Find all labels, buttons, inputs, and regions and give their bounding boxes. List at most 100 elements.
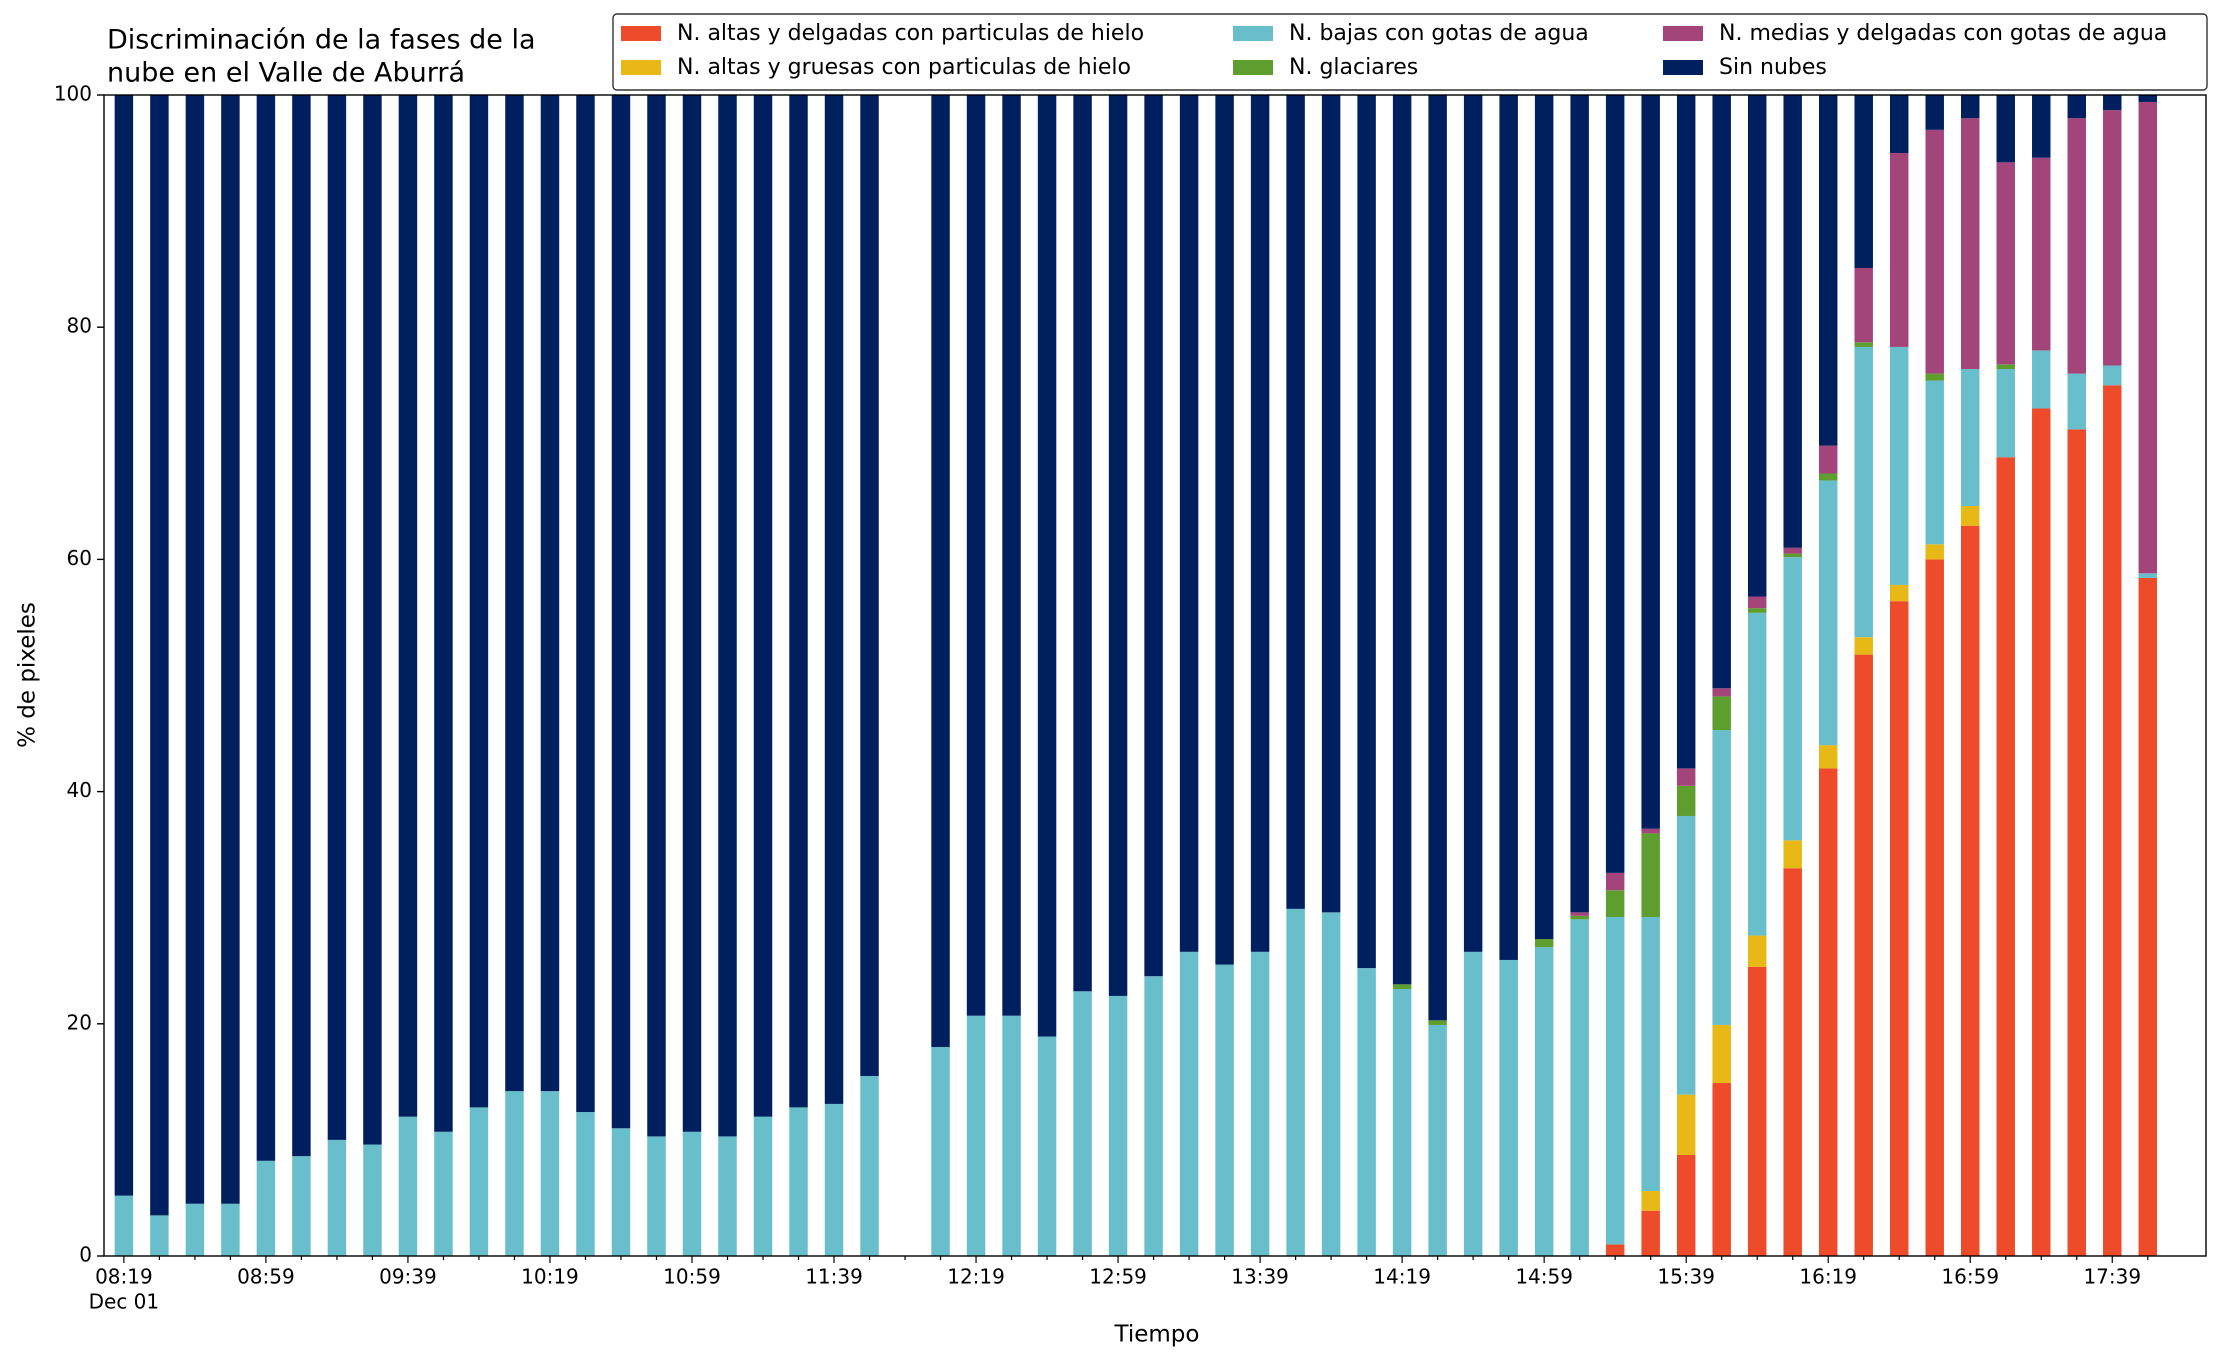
bar-segment (150, 1215, 169, 1256)
bar-segment (2138, 95, 2158, 102)
legend-label: N. glaciares (1289, 55, 1418, 80)
bar-segment (1747, 95, 1767, 597)
bar-segment (1357, 968, 1376, 1256)
bar-segment (1996, 162, 2015, 365)
bar-segment (1818, 768, 1838, 1256)
bar-segment (1605, 916, 1625, 1245)
bar-segment (2138, 577, 2158, 1256)
bar-segment (1641, 916, 1660, 1191)
bar-segment (1961, 118, 1980, 369)
bar-segment (398, 1116, 418, 1256)
bar-segment (1641, 1190, 1660, 1211)
bar-segment (1854, 95, 1873, 268)
bar-segment (540, 95, 560, 1092)
bar-segment (1783, 557, 1802, 841)
bar-segment (1605, 890, 1625, 917)
bar-segment (753, 95, 773, 1117)
x-tick-label: 13:39 (1231, 1265, 1289, 1289)
bar-segment (1499, 95, 1518, 960)
bar-segment (611, 1128, 631, 1256)
bar-segment (1357, 95, 1376, 969)
bar-segment (1250, 95, 1270, 952)
x-tick-label: 17:39 (2083, 1265, 2141, 1289)
bar-segment (1783, 553, 1802, 558)
bar-segment (1463, 95, 1483, 952)
bar-segment (966, 1015, 986, 1256)
bar-segment (1037, 1036, 1057, 1256)
bar-segment (1925, 559, 1944, 1256)
bar-segment (2032, 95, 2051, 158)
y-tick-label: 0 (79, 1243, 92, 1267)
bar-segment (1321, 912, 1341, 1256)
y-tick-label: 20 (67, 1010, 92, 1034)
bar-segment (1996, 457, 2015, 1256)
bar-segment (1854, 654, 1873, 1256)
x-tick-label: 08:59 (237, 1265, 295, 1289)
bar-segment (469, 1107, 489, 1256)
x-tick-label: 15:39 (1657, 1265, 1715, 1289)
bar-segment (1144, 976, 1163, 1256)
bar-segment (1712, 696, 1731, 731)
bar-segment (1854, 342, 1873, 347)
bar-segment (1002, 1015, 1021, 1256)
bar-segment (1534, 95, 1554, 940)
chart-title: nube en el Valle de Aburrá (107, 58, 465, 89)
bar-segment (1108, 995, 1128, 1256)
bar-segment (1286, 908, 1305, 1256)
bar-segment (398, 95, 418, 1117)
bar-segment (185, 1203, 205, 1256)
bar-segment (611, 95, 631, 1129)
bar-segment (1641, 833, 1660, 917)
bar-segment (1747, 596, 1767, 609)
x-tick-label: 12:59 (1089, 1265, 1147, 1289)
bar-segment (327, 1139, 347, 1256)
bar-segment (1925, 373, 1944, 381)
y-tick-label: 80 (67, 314, 92, 338)
bar-segment (1961, 368, 1980, 506)
x-tick-label: 12:19 (947, 1265, 1005, 1289)
bar-segment (1534, 939, 1554, 948)
bar-segment (2103, 110, 2122, 366)
bar-segment (1179, 951, 1199, 1256)
bar-segment (1286, 95, 1305, 909)
bar-segment (1002, 95, 1021, 1016)
legend-swatch (1663, 26, 1703, 41)
bar-segment (1712, 1024, 1731, 1084)
bar-segment (363, 1144, 382, 1256)
bar-segment (2138, 101, 2158, 574)
bar-segment (469, 95, 489, 1108)
bar-segment (824, 95, 844, 1104)
bar-segment (824, 1103, 844, 1256)
bar-segment (1747, 612, 1767, 936)
bar-segment (1676, 785, 1696, 816)
bar-segment (1996, 368, 2015, 458)
bar-segment (1818, 473, 1838, 481)
bar-segment (292, 1156, 311, 1256)
bar-segment (860, 95, 879, 1077)
bar-segment (1747, 966, 1767, 1256)
bar-segment (1747, 935, 1767, 967)
bar-segment (221, 95, 240, 1204)
bar-segment (114, 1195, 134, 1256)
bar-segment (682, 95, 702, 1132)
bar-segment (292, 95, 311, 1157)
bar-segment (1144, 95, 1163, 977)
bar-segment (576, 95, 595, 1113)
bar-segment (1676, 95, 1696, 769)
bar-segment (2103, 385, 2122, 1256)
bar-segment (1889, 584, 1909, 602)
legend-swatch (621, 26, 661, 41)
bar-segment (1854, 267, 1873, 343)
bar-segment (789, 95, 808, 1108)
bar-segment (2067, 118, 2086, 374)
bar-segment (2032, 157, 2051, 351)
bar-segment (2032, 408, 2051, 1257)
bar-segment (1321, 95, 1341, 913)
bar-segment (1961, 525, 1980, 1256)
bar-segment (1747, 608, 1767, 613)
bar-segment (1712, 688, 1731, 697)
x-tick-label: 14:19 (1373, 1265, 1431, 1289)
bar-segment (1854, 346, 1873, 638)
x-tick-label: 14:59 (1515, 1265, 1573, 1289)
legend-label: N. altas y gruesas con particulas de hie… (677, 55, 1131, 80)
